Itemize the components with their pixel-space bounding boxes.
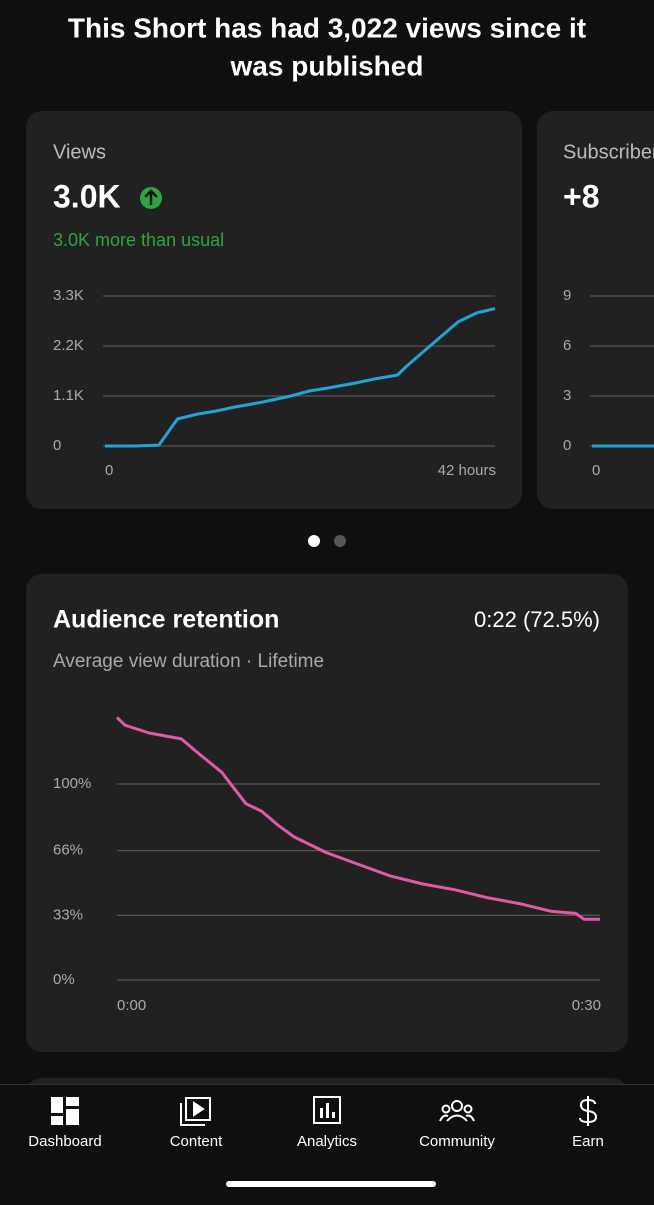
y-tick-label: 66% xyxy=(53,842,83,859)
card-value: +8 xyxy=(563,178,599,214)
nav-label[interactable]: Content xyxy=(170,1133,223,1150)
earn-icon xyxy=(579,1096,598,1126)
y-tick-label: 9 xyxy=(563,287,571,304)
y-tick-label: 1.1K xyxy=(53,387,84,404)
x-tick-label: 0 xyxy=(592,462,600,479)
card-value: 3.0K xyxy=(53,178,121,214)
y-tick-label: 0% xyxy=(53,971,75,988)
y-tick-label: 3.3K xyxy=(53,287,84,304)
data-line xyxy=(115,716,600,921)
y-tick-label: 0 xyxy=(53,437,61,454)
x-tick-label: 42 hours xyxy=(438,462,496,479)
up-arrow xyxy=(144,189,158,205)
x-tick-label: 0:30 xyxy=(572,997,601,1014)
nav-label[interactable]: Analytics xyxy=(297,1133,357,1150)
dashboard-icon xyxy=(51,1097,79,1125)
card-note: 3.0K more than usual xyxy=(53,230,224,250)
nav-label[interactable]: Dashboard xyxy=(28,1133,101,1150)
nav-label[interactable]: Earn xyxy=(572,1133,604,1150)
subscribers-card[interactable] xyxy=(537,111,654,509)
views-card[interactable] xyxy=(26,111,522,509)
nav-label[interactable]: Community xyxy=(419,1133,495,1150)
card-subtitle: Average view duration · Lifetime xyxy=(53,651,324,672)
content-icon xyxy=(180,1097,211,1126)
page-dot[interactable] xyxy=(308,535,320,547)
card-value: 0:22 (72.5%) xyxy=(474,607,600,632)
card-title: Audience retention xyxy=(53,606,279,634)
header-title: This Short has had 3,022 views since it xyxy=(68,12,586,43)
header-title: was published xyxy=(230,50,424,81)
y-tick-label: 6 xyxy=(563,337,571,354)
retention-card[interactable] xyxy=(26,574,628,1052)
x-tick-label: 0 xyxy=(105,462,113,479)
y-tick-label: 0 xyxy=(563,437,571,454)
y-tick-label: 33% xyxy=(53,906,83,923)
y-tick-label: 3 xyxy=(563,387,571,404)
data-line xyxy=(105,307,496,448)
y-tick-label: 100% xyxy=(53,775,91,792)
home-indicator xyxy=(226,1181,436,1187)
page-dot[interactable] xyxy=(334,535,346,547)
y-tick-label: 2.2K xyxy=(53,337,84,354)
community-icon xyxy=(439,1100,475,1122)
card-label: Views xyxy=(53,141,106,163)
x-tick-label: 0:00 xyxy=(117,997,146,1014)
card-label: Subscribers xyxy=(563,141,654,163)
analytics-icon xyxy=(313,1096,341,1124)
